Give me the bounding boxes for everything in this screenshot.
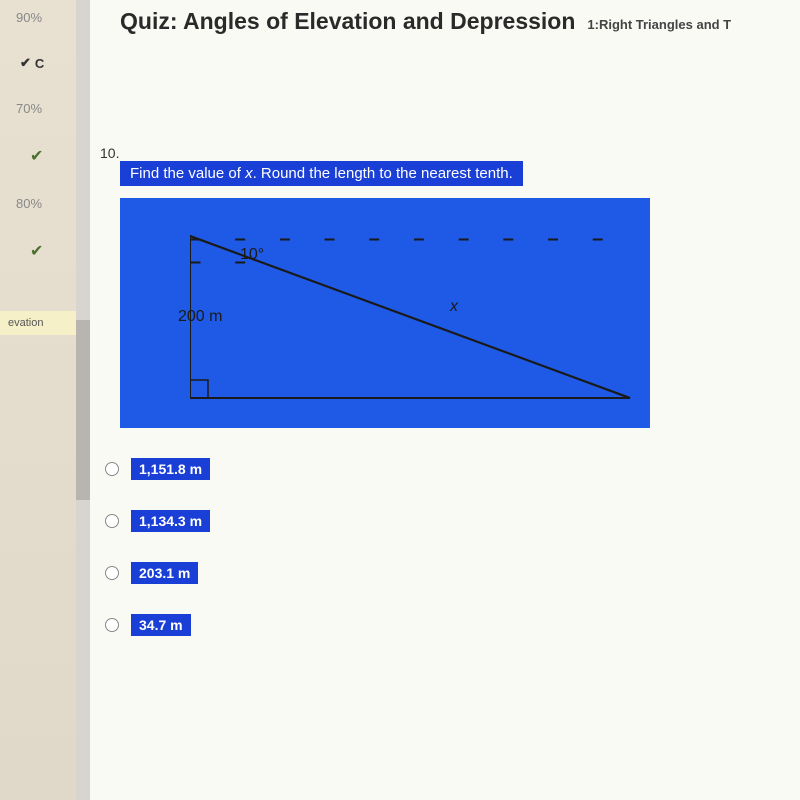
sidebar-percent-80[interactable]: 80%	[0, 196, 42, 211]
quiz-header: Quiz: Angles of Elevation and Depression…	[120, 0, 770, 55]
main-content: Quiz: Angles of Elevation and Depression…	[90, 0, 800, 800]
check-icon: ✔	[20, 55, 31, 71]
answer-row-d[interactable]: 34.7 m	[105, 614, 770, 636]
sidebar-percent-90[interactable]: 90%	[0, 10, 42, 25]
question-block: 10. Find the value of x. Round the lengt…	[120, 145, 770, 636]
radio-c[interactable]	[105, 566, 119, 580]
question-number: 10.	[100, 145, 770, 161]
sidebar-percent-70[interactable]: 70%	[0, 101, 42, 116]
answer-row-c[interactable]: 203.1 m	[105, 562, 770, 584]
angle-label: 10°	[240, 246, 264, 264]
answer-row-b[interactable]: 1,134.3 m	[105, 510, 770, 532]
answer-label-a: 1,151.8 m	[131, 458, 210, 480]
sidebar-check-1[interactable]: ✔	[0, 146, 43, 166]
radio-d[interactable]	[105, 618, 119, 632]
side-label-200m: 200 m	[178, 308, 222, 326]
answer-label-b: 1,134.3 m	[131, 510, 210, 532]
radio-b[interactable]	[105, 514, 119, 528]
sidebar-check-c[interactable]: ✔C	[0, 55, 44, 71]
quiz-subtitle: 1:Right Triangles and T	[587, 17, 731, 32]
answer-row-a[interactable]: 1,151.8 m	[105, 458, 770, 480]
question-text: Find the value of x. Round the length to…	[120, 161, 523, 186]
radio-a[interactable]	[105, 462, 119, 476]
scrollbar[interactable]	[76, 0, 90, 800]
answers-list: 1,151.8 m 1,134.3 m 203.1 m 34.7 m	[105, 458, 770, 636]
sidebar: 90% ✔C 70% ✔ 80% ✔ evation	[0, 0, 90, 800]
quiz-title: Quiz: Angles of Elevation and Depression	[120, 8, 575, 35]
c-label: C	[35, 56, 44, 71]
sidebar-check-2[interactable]: ✔	[0, 241, 43, 261]
answer-label-d: 34.7 m	[131, 614, 191, 636]
scroll-thumb[interactable]	[76, 320, 90, 500]
figure-box: – – – – – – – – – – – – 10° 200 m x	[120, 198, 650, 428]
answer-label-c: 203.1 m	[131, 562, 198, 584]
x-label: x	[450, 298, 458, 316]
